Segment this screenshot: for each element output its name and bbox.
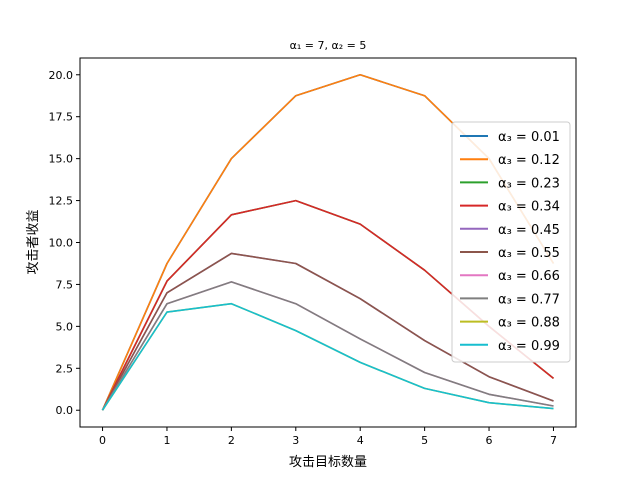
series-line-10 [101, 302, 554, 411]
plot-frame [79, 57, 577, 428]
legend-entry-label: α₃ = 0.66 [498, 269, 560, 284]
legend-entry-label: α₃ = 0.99 [498, 339, 560, 354]
legend: α₃ = 0.01 α₃ = 0.12 α₃ = 0.23 α₃ = 0.34 α₃ =… [451, 121, 571, 363]
y-tick-label: 10.0 [49, 237, 74, 250]
legend-entry-label: α₃ = 0.01 [498, 130, 560, 145]
y-tick-label: 2.5 [56, 362, 74, 375]
axes: 0 1 2 3 4 5 6 7 0.0 2.5 5.0 7.5 10.0 12.5 15.0 17.5 20.0 [49, 69, 557, 447]
legend-entry-label: α₃ = 0.34 [498, 200, 560, 215]
y-tick-label: 17.5 [49, 111, 74, 124]
x-axis-label: 攻击目标数量 [289, 455, 367, 470]
x-tick-label: 0 [99, 434, 106, 447]
legend-entry-label: α₃ = 0.55 [498, 246, 560, 261]
y-axis-label: 攻击者收益 [26, 209, 41, 274]
y-tick-label: 5.0 [56, 320, 74, 333]
chart-title: α₁ = 7, α₂ = 5 [290, 39, 367, 52]
x-tick-label: 6 [486, 434, 493, 447]
legend-entry-label: α₃ = 0.45 [498, 223, 560, 238]
x-tick-label: 2 [228, 434, 235, 447]
legend-entry-label: α₃ = 0.77 [498, 292, 560, 307]
legend-entry-label: α₃ = 0.88 [498, 316, 560, 331]
y-tick-label: 12.5 [49, 195, 74, 208]
y-tick-label: 20.0 [49, 69, 74, 82]
y-tick-label: 7.5 [56, 278, 74, 291]
x-tick-label: 1 [163, 434, 170, 447]
x-tick-label: 5 [421, 434, 428, 447]
series-lines [101, 74, 555, 411]
x-tick-label: 7 [550, 434, 557, 447]
y-tick-label: 15.0 [49, 153, 74, 166]
x-tick-label: 4 [357, 434, 364, 447]
legend-entry-label: α₃ = 0.12 [498, 153, 560, 168]
series-line-8 [101, 281, 554, 411]
legend-entry-label: α₃ = 0.23 [498, 176, 560, 191]
series-line-6 [101, 252, 554, 411]
x-tick-label: 3 [292, 434, 299, 447]
y-tick-label: 0.0 [56, 404, 74, 417]
